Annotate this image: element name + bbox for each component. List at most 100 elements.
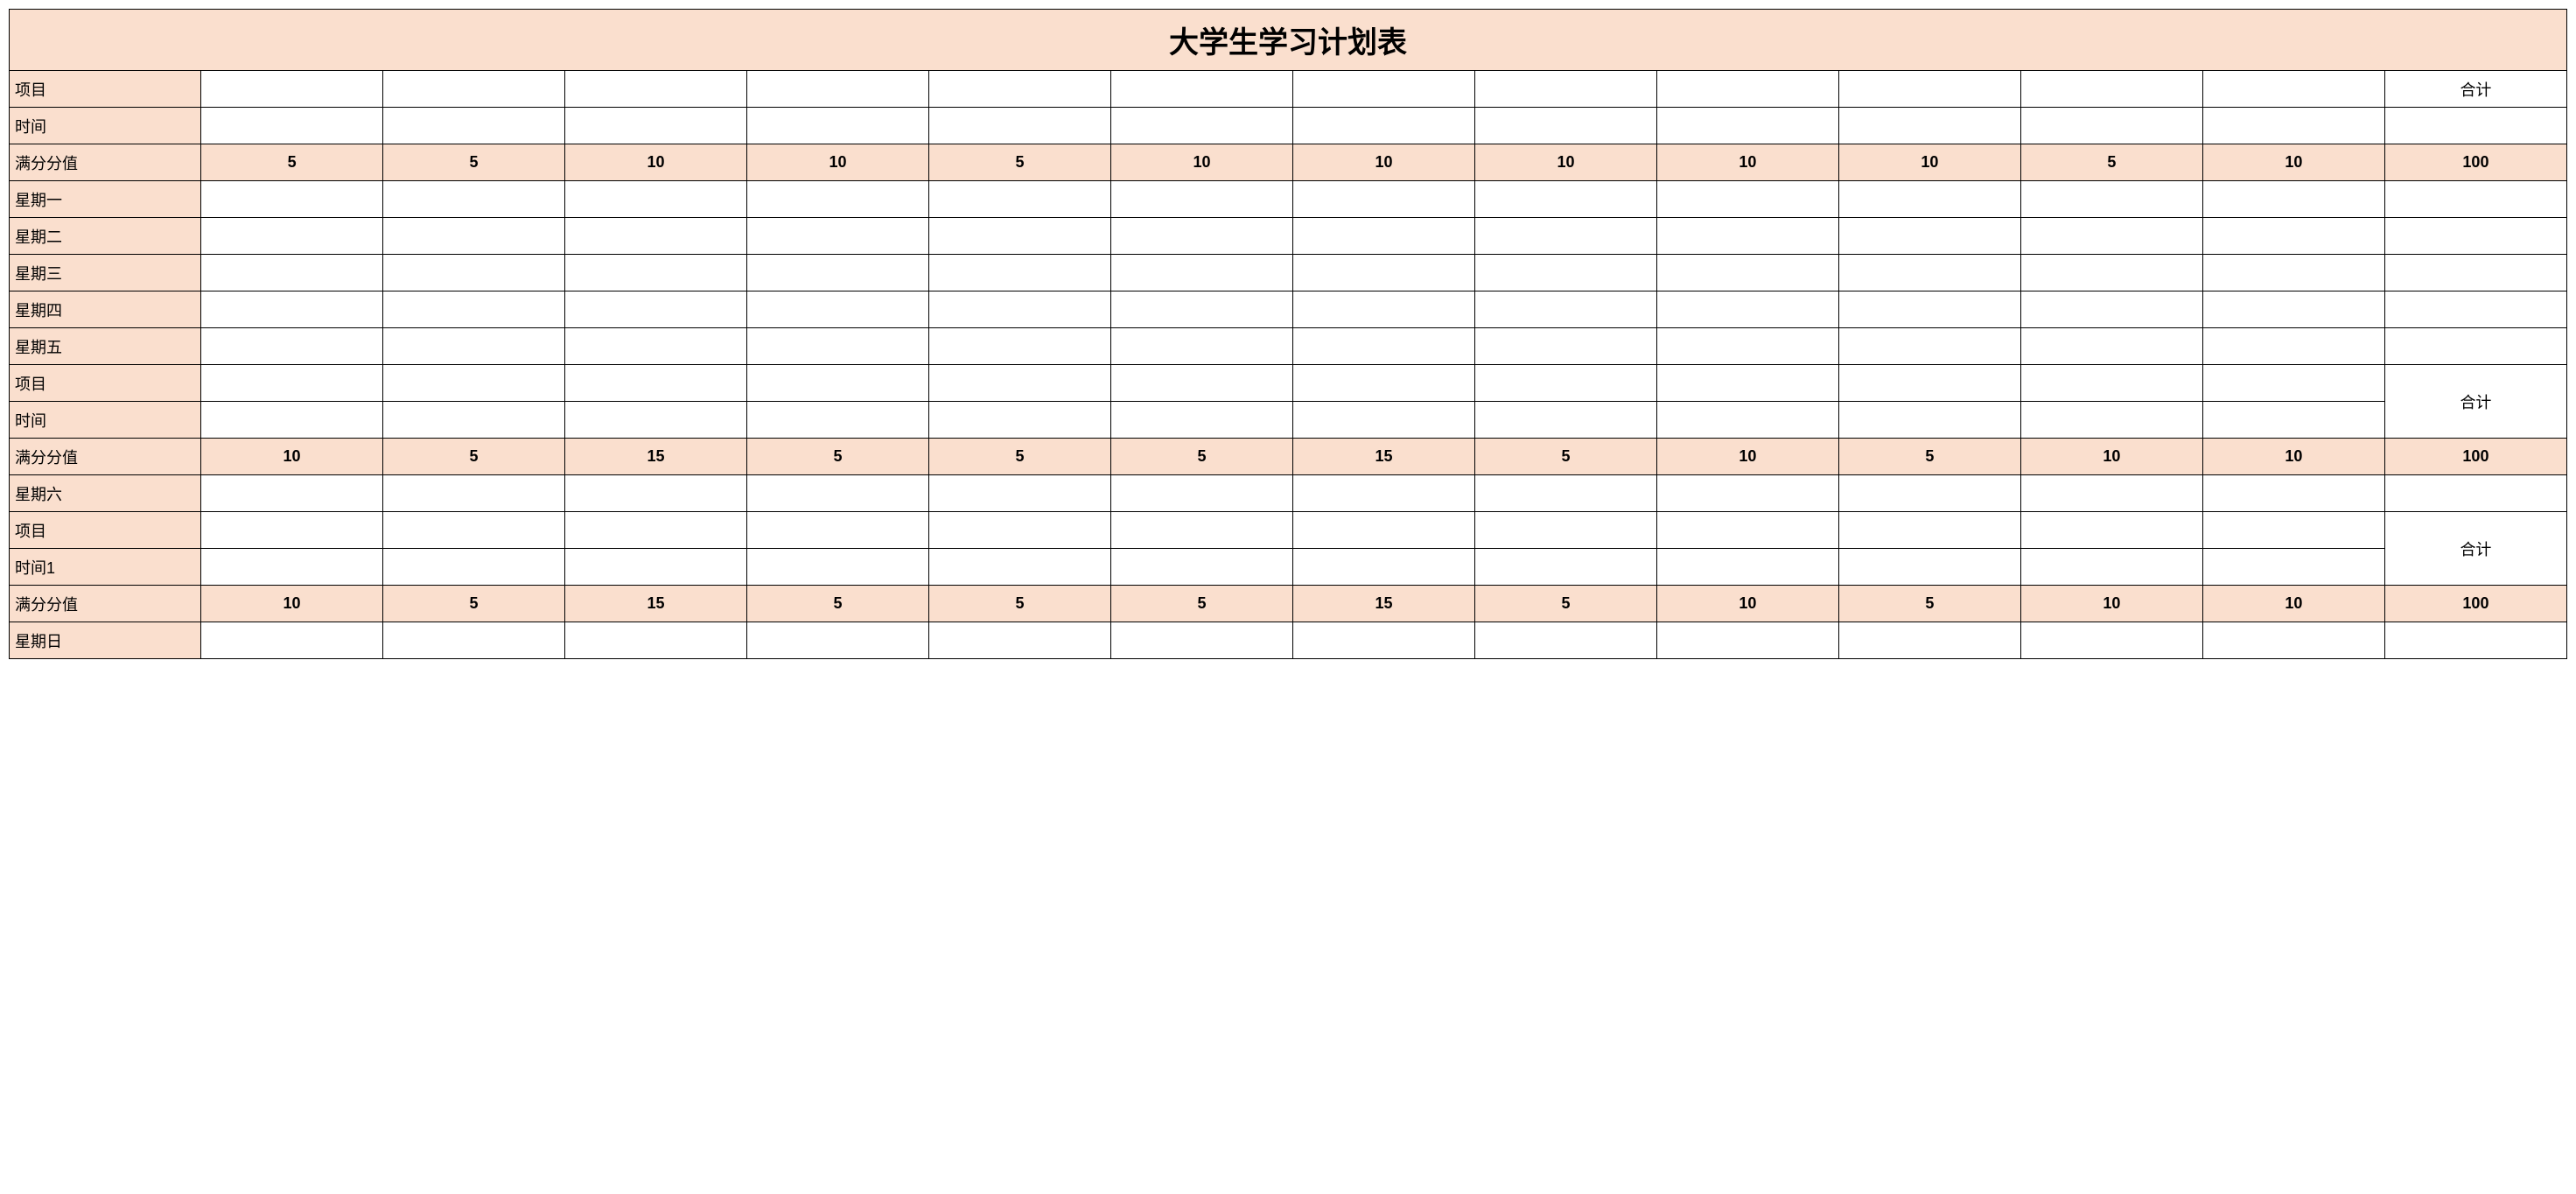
cell xyxy=(1111,512,1293,549)
cell xyxy=(1474,512,1656,549)
cell xyxy=(1111,402,1293,439)
row-time-2: 时间 xyxy=(10,402,2567,439)
cell xyxy=(1656,512,1838,549)
label-thursday: 星期四 xyxy=(10,291,201,328)
cell xyxy=(1474,291,1656,328)
label-total: 合计 xyxy=(2384,365,2566,439)
cell xyxy=(1474,622,1656,659)
cell xyxy=(1838,622,2020,659)
cell xyxy=(2202,402,2384,439)
cell xyxy=(383,512,565,549)
cell xyxy=(1292,549,1474,586)
cell xyxy=(1474,108,1656,144)
row-project-3: 项目 合计 xyxy=(10,512,2567,549)
cell xyxy=(2202,475,2384,512)
score-cell: 10 xyxy=(2020,586,2202,622)
cell xyxy=(1474,218,1656,255)
cell xyxy=(1292,218,1474,255)
cell xyxy=(1292,181,1474,218)
cell xyxy=(1474,549,1656,586)
score-cell: 5 xyxy=(747,586,929,622)
cell xyxy=(747,71,929,108)
cell xyxy=(2202,181,2384,218)
cell xyxy=(747,365,929,402)
cell xyxy=(565,475,747,512)
cell xyxy=(1292,402,1474,439)
score-total: 100 xyxy=(2384,439,2566,475)
cell xyxy=(1111,108,1293,144)
cell xyxy=(201,622,383,659)
score-cell: 10 xyxy=(2020,439,2202,475)
score-cell: 10 xyxy=(1656,439,1838,475)
study-plan-table: 大学生学习计划表 项目 合计 时间 满分分值 5 5 10 10 5 10 10… xyxy=(9,9,2567,659)
cell xyxy=(2020,365,2202,402)
cell xyxy=(747,108,929,144)
cell xyxy=(929,328,1111,365)
row-fullscore-3: 满分分值 10 5 15 5 5 5 15 5 10 5 10 10 100 xyxy=(10,586,2567,622)
cell xyxy=(2202,365,2384,402)
cell xyxy=(201,402,383,439)
score-total: 100 xyxy=(2384,586,2566,622)
cell xyxy=(2202,218,2384,255)
cell xyxy=(383,549,565,586)
cell xyxy=(747,549,929,586)
cell xyxy=(929,71,1111,108)
label-time: 时间 xyxy=(10,402,201,439)
cell xyxy=(1474,402,1656,439)
cell xyxy=(383,328,565,365)
score-cell: 5 xyxy=(1474,586,1656,622)
score-cell: 10 xyxy=(565,144,747,181)
cell xyxy=(565,512,747,549)
cell xyxy=(1838,108,2020,144)
cell xyxy=(2202,549,2384,586)
cell xyxy=(1838,71,2020,108)
cell xyxy=(2384,328,2566,365)
cell xyxy=(201,108,383,144)
cell xyxy=(2020,108,2202,144)
cell xyxy=(1292,622,1474,659)
label-monday: 星期一 xyxy=(10,181,201,218)
cell xyxy=(2020,475,2202,512)
row-time-1: 时间 xyxy=(10,108,2567,144)
cell xyxy=(201,512,383,549)
label-project: 项目 xyxy=(10,512,201,549)
score-cell: 5 xyxy=(929,144,1111,181)
cell xyxy=(747,475,929,512)
cell xyxy=(1656,622,1838,659)
score-cell: 5 xyxy=(1838,586,2020,622)
cell xyxy=(747,328,929,365)
cell xyxy=(2202,622,2384,659)
score-cell: 5 xyxy=(1838,439,2020,475)
label-friday: 星期五 xyxy=(10,328,201,365)
cell xyxy=(2384,475,2566,512)
row-fullscore-1: 满分分值 5 5 10 10 5 10 10 10 10 10 5 10 100 xyxy=(10,144,2567,181)
cell xyxy=(929,255,1111,291)
cell xyxy=(2020,255,2202,291)
label-project: 项目 xyxy=(10,71,201,108)
cell xyxy=(1838,365,2020,402)
score-cell: 10 xyxy=(1656,144,1838,181)
cell xyxy=(1838,328,2020,365)
cell xyxy=(2020,71,2202,108)
cell xyxy=(1111,71,1293,108)
cell xyxy=(1292,475,1474,512)
label-tuesday: 星期二 xyxy=(10,218,201,255)
title-row: 大学生学习计划表 xyxy=(10,10,2567,71)
score-total: 100 xyxy=(2384,144,2566,181)
label-fullscore: 满分分值 xyxy=(10,586,201,622)
cell xyxy=(1292,108,1474,144)
cell xyxy=(2202,328,2384,365)
cell xyxy=(565,622,747,659)
cell xyxy=(1656,475,1838,512)
cell xyxy=(383,255,565,291)
cell xyxy=(929,181,1111,218)
cell xyxy=(2020,181,2202,218)
cell xyxy=(1474,475,1656,512)
row-fullscore-2: 满分分值 10 5 15 5 5 5 15 5 10 5 10 10 100 xyxy=(10,439,2567,475)
score-cell: 15 xyxy=(565,586,747,622)
score-cell: 10 xyxy=(2202,439,2384,475)
cell xyxy=(2202,108,2384,144)
cell xyxy=(2202,71,2384,108)
score-cell: 10 xyxy=(747,144,929,181)
cell xyxy=(1111,181,1293,218)
